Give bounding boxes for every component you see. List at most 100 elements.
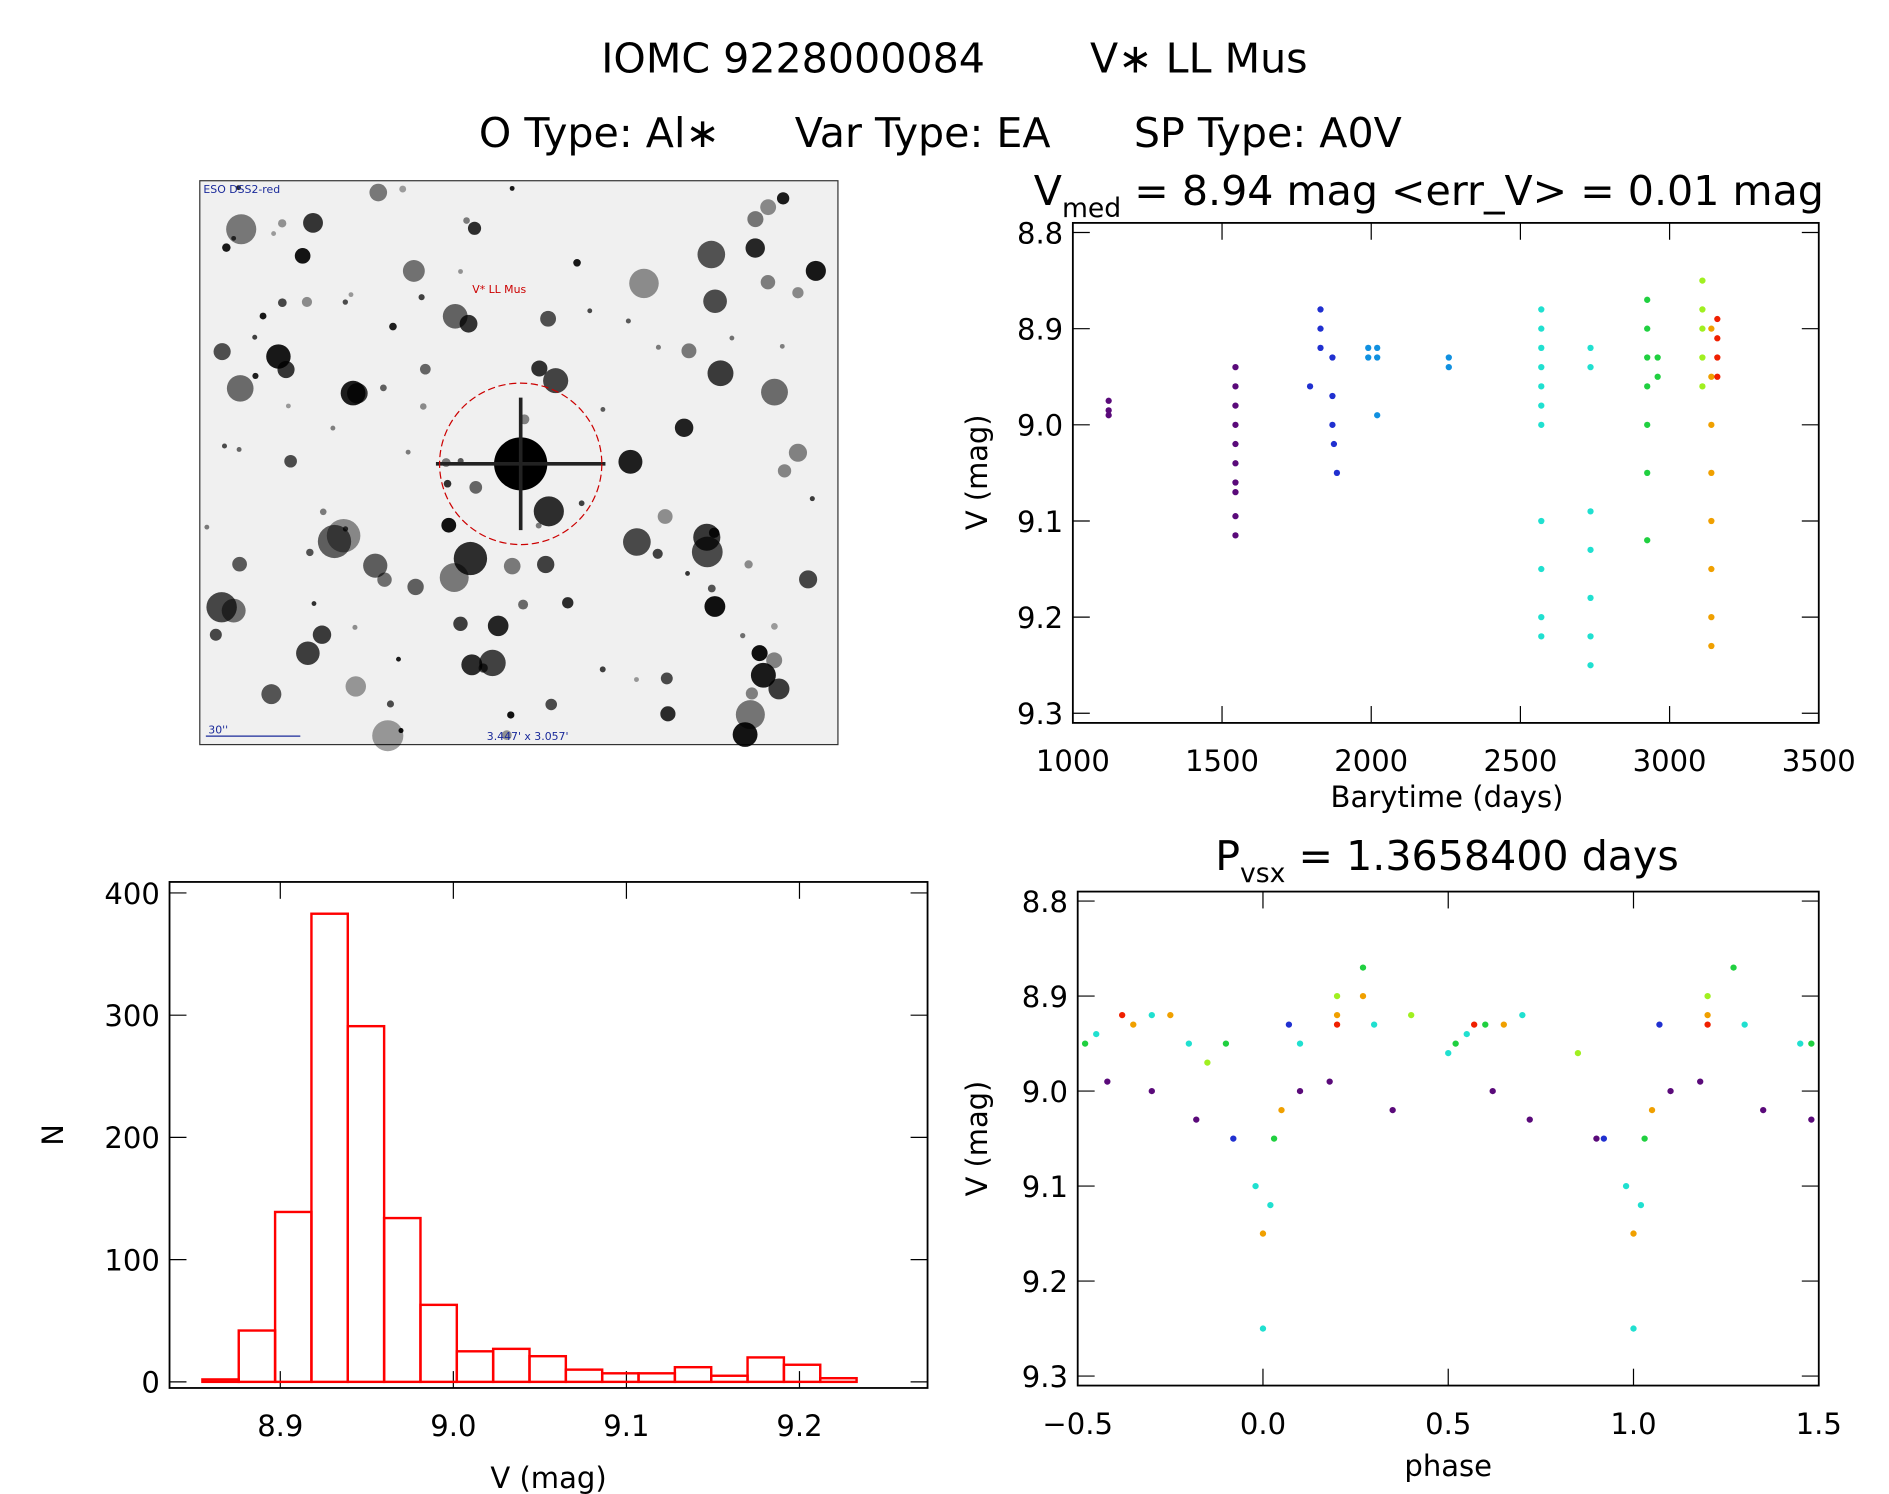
star (503, 557, 521, 575)
histogram-bar (819, 1376, 858, 1384)
star (277, 361, 295, 379)
data-point (1230, 1135, 1237, 1142)
data-point (1538, 633, 1545, 640)
image-scale: 30'' (208, 724, 228, 737)
x-tick-label: 3500 (1782, 744, 1856, 778)
data-point (1538, 613, 1545, 621)
star (352, 624, 358, 630)
data-point (1538, 402, 1545, 409)
data-point (1637, 1201, 1645, 1209)
data-point (1317, 325, 1324, 332)
data-point (1252, 1182, 1259, 1190)
star (779, 343, 785, 349)
star (252, 334, 258, 340)
star (398, 728, 404, 734)
data-point (1538, 344, 1545, 352)
star (776, 192, 790, 205)
star (533, 496, 564, 527)
data-point (1714, 315, 1721, 323)
y-tick-label: 9.3 (1022, 1360, 1068, 1394)
star (707, 584, 716, 593)
star (380, 384, 387, 392)
y-tick-label: 9.1 (1022, 1170, 1068, 1204)
histogram-bar (310, 912, 349, 1384)
star (747, 211, 764, 228)
y-tick-label: 8.8 (1022, 885, 1068, 919)
plot-frame (1071, 221, 1820, 724)
x-tick-label: 3000 (1633, 744, 1707, 778)
data-point (1808, 1116, 1815, 1123)
image-target: V* LL Mus (472, 283, 526, 296)
star (377, 572, 392, 587)
data-point (1232, 479, 1239, 486)
chart-title: Vmed = 8.94 mag <err_V> = 0.01 mag (1034, 167, 1824, 224)
star (537, 555, 555, 574)
star (301, 296, 313, 308)
star (442, 303, 468, 329)
star (578, 500, 585, 507)
data-point (1641, 1135, 1648, 1142)
star (232, 556, 247, 572)
star (443, 479, 452, 488)
data-point (1471, 1021, 1478, 1028)
star (507, 711, 515, 719)
star (745, 687, 758, 700)
data-point (1587, 546, 1594, 553)
data-point (1808, 1040, 1815, 1047)
star (629, 268, 659, 299)
star (562, 597, 574, 609)
star (697, 240, 726, 269)
data-point (1232, 402, 1239, 409)
y-tick-label: 8.8 (1017, 216, 1063, 250)
data-point (1797, 1040, 1804, 1047)
star (729, 335, 735, 341)
histogram-bar (201, 1378, 240, 1384)
data-point (1148, 1011, 1155, 1019)
data-point (1538, 363, 1545, 371)
star (399, 185, 407, 193)
star-id: IOMC 9228000084 (601, 34, 985, 82)
data-point (1708, 421, 1715, 428)
data-point (1708, 642, 1715, 650)
data-point (1445, 1049, 1452, 1057)
data-point (1267, 1201, 1274, 1209)
y-tick-label: 0 (141, 1366, 159, 1400)
data-point (1445, 354, 1452, 361)
histogram-bar (564, 1368, 604, 1384)
data-point (1317, 344, 1324, 352)
star (312, 625, 332, 644)
data-point (1667, 1087, 1674, 1095)
star (745, 238, 765, 258)
star (761, 378, 788, 406)
y-axis-label: N (36, 1124, 70, 1146)
star (340, 380, 366, 406)
star (209, 628, 222, 641)
data-point (1714, 335, 1721, 342)
star (744, 560, 753, 569)
data-point (1630, 1230, 1637, 1237)
star (284, 454, 297, 468)
data-point (1359, 964, 1367, 971)
star (285, 403, 291, 409)
star (467, 221, 482, 235)
star (369, 183, 388, 202)
star (418, 294, 425, 301)
star (509, 185, 515, 191)
star (294, 248, 311, 264)
star (259, 312, 267, 320)
data-point (1359, 992, 1367, 1000)
y-tick-label: 8.9 (1022, 980, 1068, 1014)
x-tick-label: −0.5 (1042, 1407, 1113, 1441)
data-point (1204, 1059, 1211, 1066)
data-point (1500, 1021, 1507, 1028)
star (419, 363, 431, 375)
data-point (1365, 354, 1372, 361)
star (303, 212, 323, 233)
star (545, 698, 558, 711)
variable-type: Var Type: EA (795, 109, 1051, 157)
data-point (1445, 363, 1452, 371)
data-point (1408, 1011, 1415, 1019)
histogram-bar (637, 1372, 677, 1384)
histogram-bar (710, 1374, 749, 1384)
